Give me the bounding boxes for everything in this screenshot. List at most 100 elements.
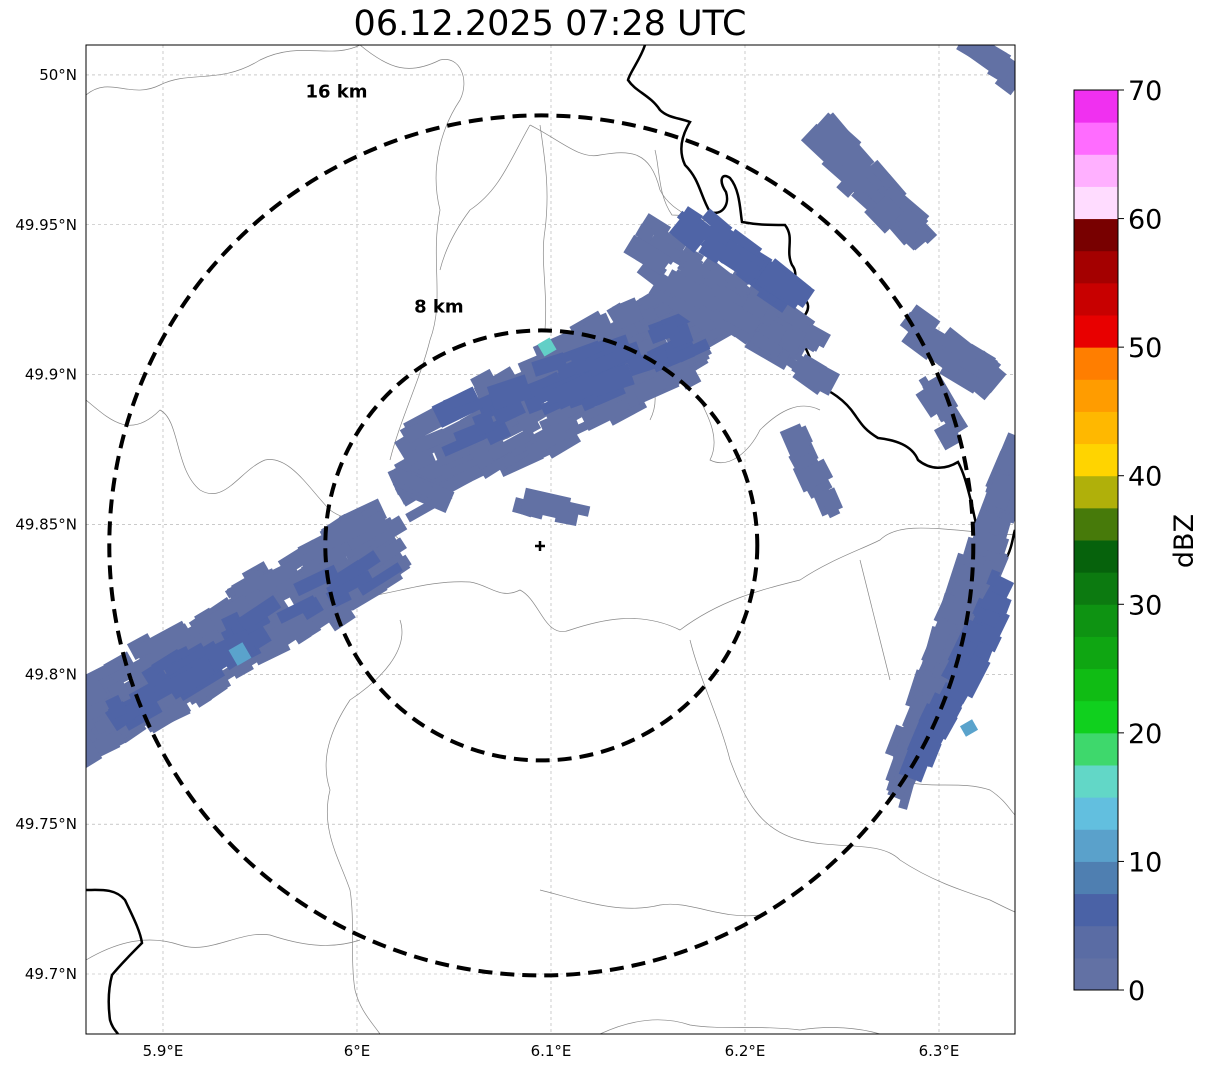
colorbar-swatch: [1074, 154, 1118, 187]
echo-cell: [404, 474, 438, 500]
colorbar-tick-label: 40: [1128, 462, 1162, 493]
echo-cell: [647, 319, 680, 344]
echo-cell: [636, 260, 673, 293]
echo-cell: [796, 324, 824, 353]
echo-cell: [715, 288, 742, 317]
echo-cell: [800, 123, 845, 167]
echo-cell: [749, 330, 784, 359]
echo-cell: [979, 592, 1009, 618]
echo-cell: [487, 429, 532, 461]
map-frame: [85, 44, 1016, 1035]
echo-cell: [668, 289, 717, 332]
colorbar-swatch: [1074, 507, 1118, 541]
lon-tick-label: 5.9°E: [143, 1042, 184, 1060]
echo-cell: [791, 355, 822, 384]
echo-cell: [679, 206, 703, 229]
echo-cell: [537, 337, 557, 357]
echo-cell: [710, 308, 754, 345]
map-title: 06.12.2025 07:28 UTC: [353, 4, 747, 44]
echo-cell: [763, 268, 797, 300]
echo-cell: [443, 390, 477, 411]
colorbar-swatch: [1074, 765, 1118, 798]
echo-cell: [237, 595, 282, 632]
radar-echoes: [86, 45, 1015, 810]
echo-cell: [167, 646, 191, 664]
lat-tick-label: 49.85°N: [15, 515, 77, 533]
echo-cell: [933, 420, 963, 451]
colorbar-swatch: [1074, 411, 1118, 445]
echo-cell: [805, 458, 834, 487]
echo-cell: [947, 639, 978, 685]
echo-cell: [229, 657, 254, 679]
echo-cell: [612, 297, 644, 329]
echo-cell: [720, 247, 762, 283]
echo-cell: [228, 642, 252, 666]
lat-tick-label: 50°N: [39, 66, 77, 84]
echo-cell: [914, 737, 942, 768]
colorbar-swatch: [1074, 443, 1118, 477]
echo-cell: [414, 428, 448, 453]
echo-cell: [623, 234, 671, 275]
echo-cell: [985, 471, 1015, 511]
colorbar-swatch: [1074, 925, 1118, 959]
echo-cell: [779, 423, 813, 461]
colorbar-swatch: [1074, 957, 1118, 991]
echo-cell: [107, 679, 130, 702]
colorbar-swatch: [1074, 379, 1118, 412]
echo-cell: [995, 436, 1015, 476]
colorbar-swatch: [1074, 893, 1118, 927]
colorbar-frame: [1073, 89, 1119, 991]
echo-cell: [105, 694, 127, 720]
colorbar-tick-label: 10: [1128, 847, 1162, 878]
lat-tick-label: 49.75°N: [15, 815, 77, 833]
echo-cell: [723, 301, 760, 334]
echo-cell: [869, 194, 904, 230]
lat-tick-label: 49.9°N: [25, 366, 77, 384]
colorbar-swatch: [1074, 347, 1118, 380]
lat-tick-label: 49.95°N: [15, 216, 77, 234]
echo-cell: [959, 719, 979, 737]
echo-cell: [918, 330, 947, 362]
echo-cell: [472, 410, 497, 436]
echo-cell: [931, 662, 945, 680]
range-rings: 8 km 16 km: [107, 81, 976, 978]
regional-borders: [86, 45, 1015, 1034]
echo-cell: [922, 616, 955, 668]
colorbar-tick-label: 0: [1128, 976, 1145, 1007]
echo-cell: [924, 706, 958, 740]
echo-cell: [676, 338, 711, 363]
echo-cell: [981, 608, 1000, 628]
colorbar-swatch: [1074, 700, 1118, 734]
echo-cell: [698, 235, 728, 264]
range-ring: [323, 328, 760, 763]
echo-cell: [956, 45, 1008, 73]
echo-cell: [939, 352, 986, 394]
echo-cell: [645, 226, 686, 265]
lat-tick-label: 49.7°N: [25, 965, 77, 983]
echo-cell: [951, 651, 991, 699]
echo-cell: [86, 659, 121, 686]
colorbar-tick-label: 30: [1128, 590, 1162, 621]
echo-cell: [112, 701, 141, 728]
colorbar-swatch: [1074, 636, 1118, 670]
echo-cell: [319, 511, 370, 551]
echo-cell: [517, 413, 542, 437]
echo-cell: [592, 351, 619, 374]
lon-tick-label: 6.2°E: [725, 1042, 766, 1060]
radar-site-icon: [535, 541, 545, 551]
colorbar-swatch: [1074, 797, 1118, 830]
colorbar-tick-label: 70: [1128, 76, 1162, 107]
colorbar-label: dBZ: [1169, 514, 1200, 568]
colorbar-tick-label: 50: [1128, 333, 1162, 364]
colorbar-swatch: [1074, 218, 1118, 252]
range-ring: [107, 113, 976, 978]
echo-cell: [988, 515, 1004, 537]
lat-tick-label: 49.8°N: [25, 665, 77, 683]
lon-tick-label: 6.1°E: [531, 1042, 572, 1060]
echo-cell: [661, 269, 707, 308]
echo-cell: [838, 157, 866, 185]
colorbar-swatch: [1074, 250, 1118, 284]
echo-cell: [938, 326, 982, 367]
echo-cell: [325, 570, 373, 603]
colorbar-swatch: [1074, 829, 1118, 862]
